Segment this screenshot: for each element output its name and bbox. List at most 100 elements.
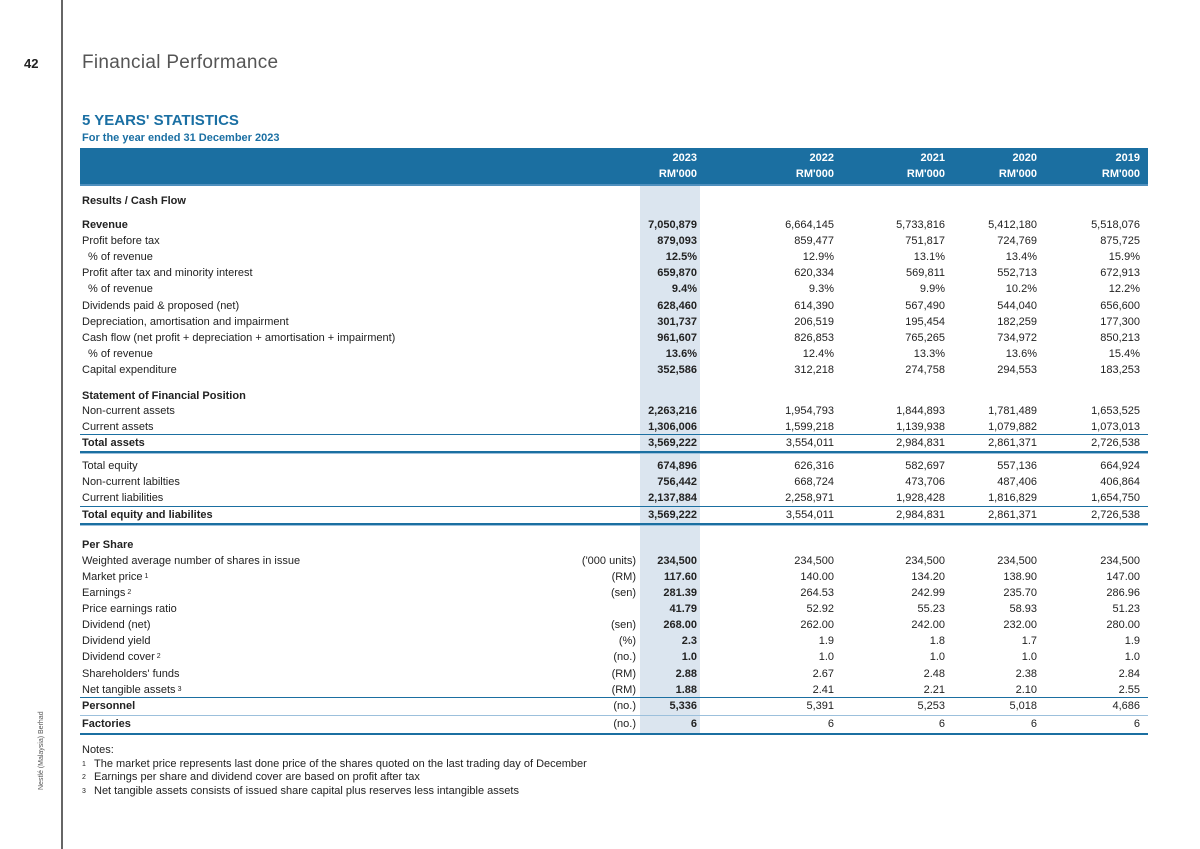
row-label: Total equity and liabilites: [82, 507, 213, 523]
cell-2019: 406,864: [1100, 476, 1140, 488]
cell-2019: 5,518,076: [1091, 219, 1140, 231]
column-header-2019: 2019 RM'000: [1040, 150, 1140, 182]
row-label: % of revenue: [88, 346, 153, 362]
row-unit: ('000 units): [581, 555, 636, 567]
row-label: Per Share: [82, 537, 133, 553]
cell-2022: 312,218: [794, 364, 834, 376]
note-ref: 2: [82, 774, 86, 781]
cell-2022: 52.92: [806, 603, 834, 615]
cell-2023: 6: [690, 718, 697, 730]
table-row: Non-current assets 2,263,216 1,954,793 1,84…: [82, 403, 1148, 419]
column-unit: RM'000: [795, 168, 834, 180]
row-label: Factories: [82, 716, 131, 732]
cell-2021: 1,139,938: [896, 421, 945, 433]
cell-2020: 6: [1030, 718, 1037, 730]
row-label-text: Current liabilities: [82, 492, 164, 504]
note-text: Net tangible assets consists of issued s…: [94, 784, 519, 797]
table-row: Profit before tax 879,093 859,477 751,817 72…: [82, 233, 1148, 249]
cell-2023: 268.00: [663, 619, 697, 631]
section-heading: Per Share: [82, 537, 1148, 553]
table-row: Dividend (net) (sen) 268.00 262.00 242.00 232…: [82, 617, 1148, 633]
cell-2023: 7,050,879: [648, 219, 697, 231]
cell-2019: 1,654,750: [1091, 492, 1140, 504]
note-item: 3 Net tangible assets consists of issued …: [82, 785, 587, 799]
cell-2019: 286.96: [1106, 587, 1140, 599]
footnote-ref: 1: [144, 573, 149, 580]
row-label-text: % of revenue: [88, 251, 153, 263]
row-label: Dividend (net): [82, 617, 150, 633]
cell-2020: 557,136: [997, 460, 1037, 472]
row-label-text: Weighted average number of shares in iss…: [82, 555, 301, 567]
row-label-text: Cash flow (net profit + depreciation + a…: [82, 332, 396, 344]
row-label-text: Current assets: [82, 421, 154, 433]
cell-2022: 2.67: [812, 668, 834, 680]
row-label-text: Factories: [82, 718, 131, 730]
row-label: Shareholders' funds: [82, 666, 180, 682]
cell-2020: 2.38: [1015, 668, 1037, 680]
cell-2021: 55.23: [917, 603, 945, 615]
column-year: 2021: [920, 152, 945, 164]
cell-2022: 1,954,793: [785, 405, 834, 417]
row-label: Net tangible assets 3: [82, 682, 181, 698]
cell-2022: 1.9: [818, 635, 834, 647]
table-row: Weighted average number of shares in iss…: [82, 553, 1148, 569]
row-label: Weighted average number of shares in iss…: [82, 553, 300, 569]
cell-2021: 5,253: [917, 700, 945, 712]
cell-2020: 232.00: [1003, 619, 1037, 631]
cell-2022: 2.41: [812, 684, 834, 696]
table-rule: [80, 506, 1148, 507]
cell-2020: 13.6%: [1005, 348, 1037, 360]
cell-2020: 10.2%: [1005, 283, 1037, 295]
cell-2019: 850,213: [1100, 332, 1140, 344]
cell-2021: 473,706: [905, 476, 945, 488]
notes-heading: Notes:: [82, 744, 114, 756]
cell-2022: 859,477: [794, 235, 834, 247]
cell-2023: 628,460: [657, 300, 697, 312]
page-subtitle: For the year ended 31 December 2023: [82, 132, 280, 144]
cell-2020: 234,500: [997, 555, 1037, 567]
row-label-text: % of revenue: [88, 348, 153, 360]
cell-2019: 1,073,013: [1091, 421, 1140, 433]
row-unit: (no.): [613, 700, 636, 712]
cell-2020: 2,861,371: [988, 437, 1037, 449]
table-row: Factories (no.) 6 6 6 6 6: [82, 716, 1148, 732]
cell-2019: 2,726,538: [1091, 437, 1140, 449]
cell-2020: 13.4%: [1005, 251, 1037, 263]
table-rule: [80, 434, 1148, 435]
cell-2021: 5,733,816: [896, 219, 945, 231]
row-label: Depreciation, amortisation and impairmen…: [82, 314, 289, 330]
cell-2023: 2,263,216: [648, 405, 697, 417]
row-label-text: Price earnings ratio: [82, 603, 177, 615]
cell-2020: 1.7: [1021, 635, 1037, 647]
note-item: 1 The market price represents last done p…: [82, 758, 587, 772]
row-label: Revenue: [82, 217, 128, 233]
cell-2020: 294,553: [997, 364, 1037, 376]
cell-2022: 668,724: [794, 476, 834, 488]
column-unit: RM'000: [998, 168, 1037, 180]
table-row: Revenue 7,050,879 6,664,145 5,733,816 5,412,…: [82, 217, 1148, 233]
row-label-text: Profit before tax: [82, 235, 160, 247]
column-header-2022: 2022 RM'000: [734, 150, 834, 182]
table-row: Capital expenditure 352,586 312,218 274,758…: [82, 362, 1148, 378]
cell-2022: 6,664,145: [785, 219, 834, 231]
row-unit: (no.): [613, 718, 636, 730]
row-label: Non-current labilties: [82, 474, 180, 490]
row-label: Total equity: [82, 458, 138, 474]
row-label: Market price 1: [82, 569, 148, 585]
cell-2019: 2,726,538: [1091, 509, 1140, 521]
cell-2023: 756,442: [657, 476, 697, 488]
row-label-text: Total equity and liabilites: [82, 509, 213, 521]
cell-2020: 487,406: [997, 476, 1037, 488]
footnote-ref: 2: [127, 589, 132, 596]
cell-2019: 15.9%: [1108, 251, 1140, 263]
table-rule: [80, 733, 1148, 735]
note-item: 2 Earnings per share and dividend cover a…: [82, 771, 587, 785]
row-label: Personnel: [82, 698, 135, 714]
row-unit: (RM): [611, 571, 636, 583]
section-heading: Results / Cash Flow: [82, 193, 1148, 209]
cell-2022: 6: [827, 718, 834, 730]
row-label: Profit after tax and minority interest: [82, 265, 253, 281]
row-label: Dividend yield: [82, 633, 150, 649]
row-label: % of revenue: [88, 249, 153, 265]
table-row: Dividends paid & proposed (net) 628,460 61…: [82, 298, 1148, 314]
